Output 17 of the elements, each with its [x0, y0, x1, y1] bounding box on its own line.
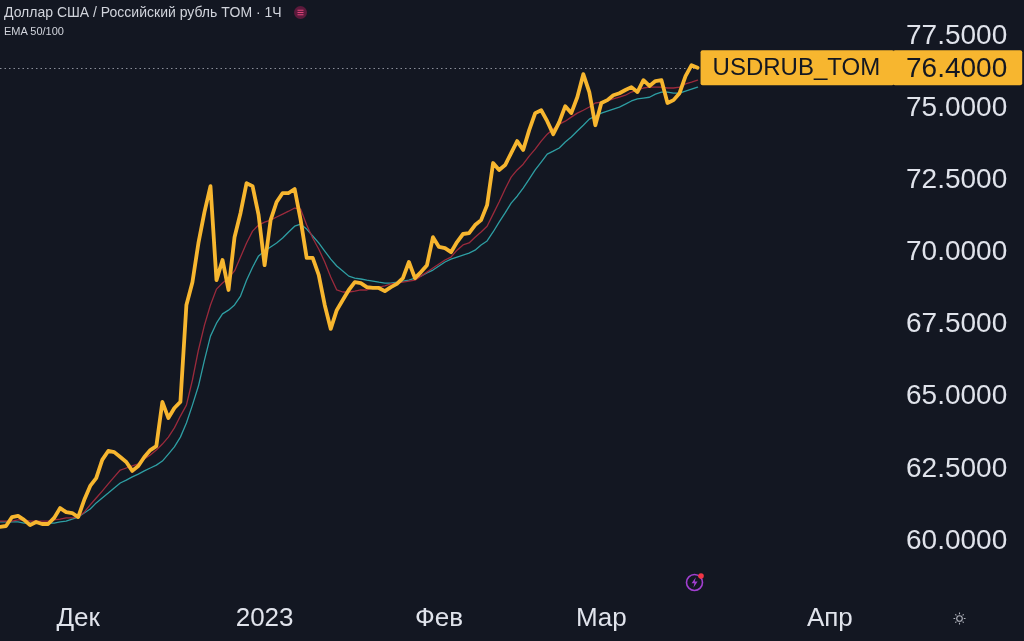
- y-tick-label: 75.0000: [906, 90, 1008, 122]
- x-tick-label: Дек: [56, 601, 101, 632]
- ref-line-label: 76.4000: [906, 51, 1008, 83]
- x-tick-label: Апр: [806, 601, 853, 632]
- y-tick-label: 70.0000: [906, 235, 1008, 267]
- x-tick-label: Фев: [414, 601, 463, 632]
- x-tick-label: 2023: [235, 601, 294, 632]
- y-tick-label: 60.0000: [906, 523, 1008, 555]
- x-tick-label: Мар: [575, 601, 627, 632]
- y-tick-label: 65.0000: [906, 379, 1008, 411]
- y-tick-label: 77.5000: [906, 18, 1008, 50]
- chart-title: Доллар США / Российский рубль TOM · 1Ч: [4, 4, 282, 20]
- text: EMA 50/100: [4, 25, 64, 37]
- y-tick-label: 67.5000: [906, 307, 1008, 339]
- y-tick-label: 72.5000: [906, 163, 1008, 195]
- series-label: USDRUB_TOM: [712, 53, 881, 81]
- y-tick-label: 62.5000: [906, 451, 1008, 483]
